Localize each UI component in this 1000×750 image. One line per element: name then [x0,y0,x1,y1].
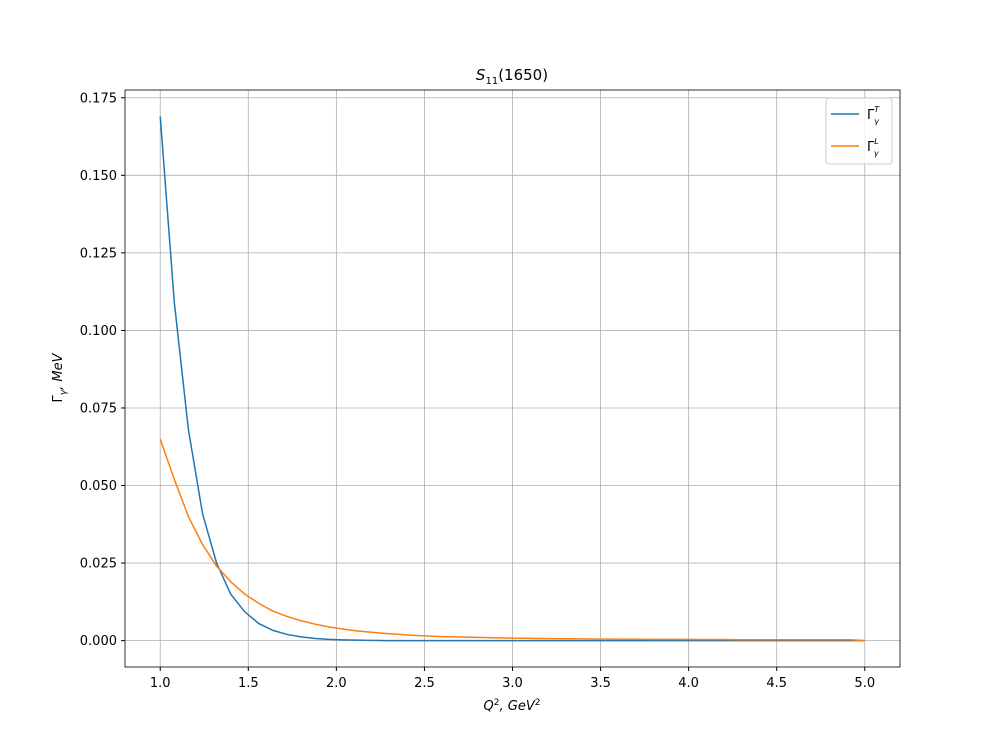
y-tick-label: 0.100 [80,324,117,339]
y-tick-label: 0.000 [80,634,117,649]
y-tick-label: 0.150 [80,169,117,184]
legend-label-part: L [874,137,878,146]
legend-box [825,97,893,165]
xlabel-part: 2 [535,698,541,708]
ylabel-part: γ [59,389,69,395]
legend-label-part: Γ [867,140,875,155]
plot-frame [124,89,901,668]
x-tick-label: 3.5 [590,676,611,691]
title-part: (1650) [498,66,548,84]
y-tick-label: 0.075 [80,401,117,416]
xlabel-part: 2 [494,698,500,708]
x-tick-label: 1.0 [150,676,171,691]
legend-label-part: γ [874,117,880,126]
x-tick-label: 3.0 [502,676,523,691]
y-tick-label: 0.025 [80,557,117,572]
xlabel-part: , GeV [500,699,536,714]
y-tick-label: 0.175 [80,91,117,106]
title-part: 11 [485,76,498,87]
ylabel-part: Γ [51,394,66,402]
x-tick-label: 2.0 [326,676,347,691]
title-part: S [476,66,486,84]
x-tick-label: 1.5 [238,676,259,691]
legend-label: ΓL γ [867,137,880,158]
legend-label: ΓT γ [867,105,880,126]
legend: ΓT γΓL γ [825,97,893,165]
x-axis-label: Q2, GeV2 [484,698,541,714]
xlabel-part: Q [484,699,494,714]
x-tick-label: 4.0 [678,676,699,691]
line-series [159,116,865,642]
x-tick-label: 4.5 [766,676,787,691]
legend-label-part: γ [874,149,880,158]
x-tick-label: 5.0 [854,676,875,691]
ylabel-part: , MeV [51,352,66,389]
chart-title: S11(1650) [476,66,548,87]
line-series [159,438,865,642]
legend-label-part: T [874,105,880,114]
y-axis-label: Γγ, MeV [51,352,69,402]
y-tick-label: 0.050 [80,479,117,494]
x-tick-label: 2.5 [414,676,435,691]
y-tick-label: 0.125 [80,246,117,261]
legend-label-part: Γ [867,108,875,123]
